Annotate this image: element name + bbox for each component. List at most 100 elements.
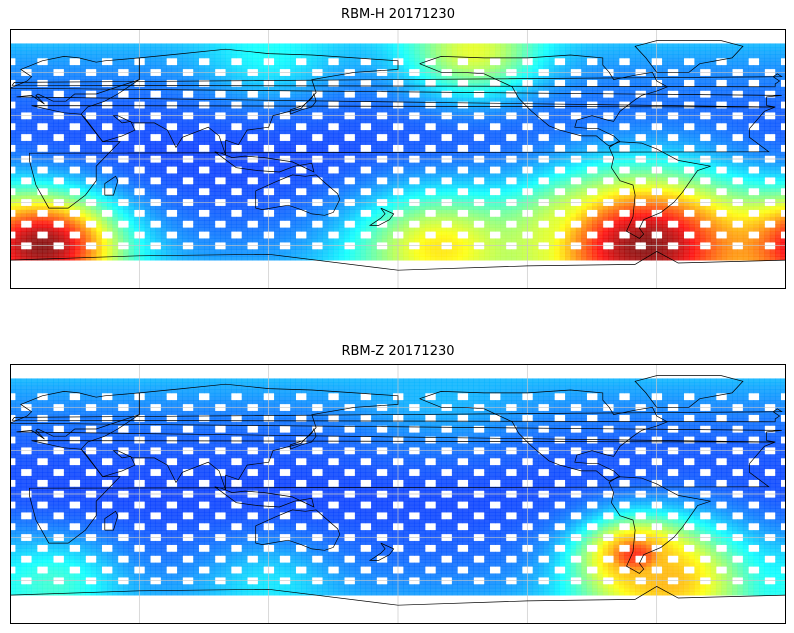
track-cell [236, 155, 243, 160]
track-cell [435, 205, 442, 210]
track-cell [602, 209, 609, 214]
track-cell [543, 195, 550, 200]
track-cell [177, 249, 183, 254]
track-cell [484, 202, 491, 207]
track-cell [381, 169, 388, 174]
track-cell [780, 151, 786, 156]
track-cell [333, 115, 340, 120]
track-cell [759, 209, 765, 214]
track-cell [365, 205, 372, 210]
track-cell [31, 220, 38, 225]
track-cell [430, 155, 437, 160]
track-cell [36, 242, 43, 247]
track-cell [656, 242, 663, 247]
track-cell [166, 220, 173, 225]
track-cell [565, 159, 571, 164]
track-cell [559, 202, 566, 207]
track-cell [204, 245, 210, 250]
track-cell [694, 238, 701, 243]
track-cell [20, 256, 27, 261]
track-cell [424, 205, 431, 210]
track-cell [570, 140, 577, 145]
track-cell [457, 202, 464, 207]
track-cell [414, 238, 420, 243]
track-cell [651, 245, 658, 250]
track-cell [133, 180, 140, 185]
track-cell [220, 213, 226, 218]
track-cell [349, 184, 356, 189]
track-cell [284, 162, 291, 167]
track-cell [662, 101, 668, 106]
track-cell [257, 180, 264, 185]
track-cell [26, 187, 32, 192]
track-cell [209, 101, 216, 106]
track-cell [554, 224, 561, 229]
track-cell [36, 159, 43, 164]
track-cell [403, 162, 410, 167]
track-cell [257, 227, 264, 232]
track-cell [683, 159, 690, 164]
track-cell [726, 242, 733, 247]
track-cell [629, 119, 636, 124]
track-cell [26, 238, 32, 243]
track-cell [36, 112, 43, 117]
track-cell [187, 227, 194, 232]
track-cell [602, 126, 609, 131]
track-cell [15, 162, 22, 167]
track-cell [182, 209, 189, 214]
track-cell [107, 220, 113, 225]
track-cell [311, 119, 318, 124]
track-cell [645, 180, 652, 185]
track-cell [742, 122, 749, 127]
track-cell [538, 166, 544, 171]
track-cell [581, 126, 588, 131]
track-cell [322, 191, 329, 196]
track-cell [236, 119, 243, 124]
track-cell [500, 180, 507, 185]
track-cell [748, 130, 755, 135]
track-cell [322, 162, 329, 167]
track-cell [117, 238, 124, 243]
track-cell [554, 184, 561, 189]
track-cell [230, 184, 237, 189]
track-cell [505, 184, 512, 189]
track-cell [748, 119, 755, 124]
track-cell [457, 238, 464, 243]
track-cell [112, 133, 119, 138]
track-cell [624, 202, 631, 207]
track-cell [403, 220, 410, 225]
track-cell [592, 173, 598, 178]
track-cell [338, 122, 345, 127]
track-cell [645, 252, 652, 257]
track-cell [90, 162, 97, 167]
track-cell [241, 231, 248, 236]
track-cell [284, 151, 291, 156]
track-cell [160, 256, 167, 261]
track-cell [123, 231, 129, 236]
track-cell [47, 112, 54, 117]
track-cell [608, 101, 614, 106]
track-cell [592, 202, 598, 207]
track-cell [500, 216, 507, 221]
track-cell [780, 184, 786, 189]
track-cell [20, 187, 27, 192]
track-cell [451, 231, 458, 236]
track-cell [209, 166, 216, 171]
track-cell [511, 169, 517, 174]
track-cell [710, 177, 717, 182]
track-cell [753, 151, 760, 156]
track-cell [209, 245, 216, 250]
track-cell [511, 256, 517, 261]
track-cell [602, 227, 609, 232]
track-cell [521, 130, 528, 135]
track-cell [618, 112, 625, 117]
track-cell [559, 159, 566, 164]
track-cell [344, 238, 350, 243]
track-cell [624, 245, 631, 250]
track-cell [775, 252, 782, 257]
track-cell [36, 184, 43, 189]
track-cell [548, 148, 555, 153]
track-cell [306, 180, 313, 185]
track-cell [597, 173, 604, 178]
track-cell [31, 130, 38, 135]
